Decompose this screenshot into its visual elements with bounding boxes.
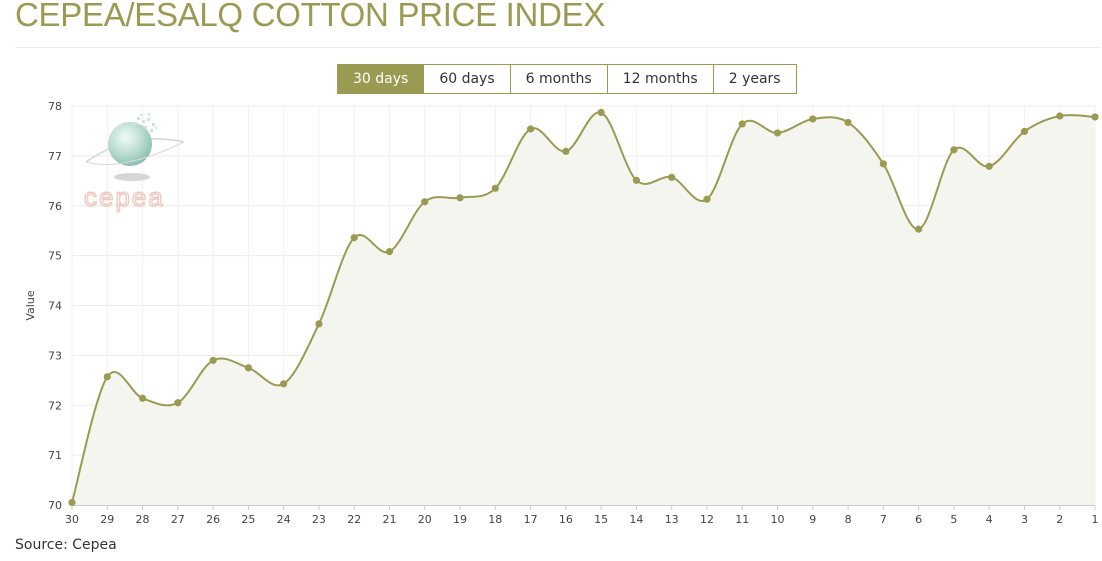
data-point: [209, 356, 217, 364]
data-point: [597, 108, 605, 117]
data-point: [421, 198, 429, 206]
x-tick-label: 25: [241, 513, 255, 526]
x-tick-label: 13: [665, 513, 679, 526]
x-tick-label: 27: [171, 513, 185, 526]
cepea-wordmark: cepea: [83, 184, 165, 213]
data-point: [773, 129, 782, 137]
data-point: [985, 162, 993, 170]
x-tick-label: 18: [488, 513, 502, 526]
x-tick-label: 1: [1092, 513, 1099, 526]
series-area: [72, 112, 1095, 505]
data-point: [703, 195, 711, 203]
data-point: [385, 248, 394, 256]
y-tick-label: 74: [48, 300, 62, 313]
data-point: [280, 380, 288, 388]
x-tick-label: 3: [1021, 513, 1028, 526]
page-title: CEPEA/ESALQ COTTON PRICE INDEX: [15, 0, 606, 33]
x-tick-label: 29: [100, 513, 114, 526]
x-tick-label: 30: [65, 513, 79, 526]
data-point: [244, 364, 252, 372]
data-point: [915, 225, 923, 233]
y-tick-label: 78: [48, 100, 62, 113]
y-tick-label: 75: [48, 250, 62, 263]
range-selector: 30 days 60 days 6 months 12 months 2 years: [337, 64, 797, 94]
range-button-6-months[interactable]: 6 months: [509, 65, 607, 93]
data-point: [1091, 113, 1099, 121]
y-tick-label: 77: [48, 150, 62, 163]
data-point: [350, 234, 358, 242]
data-point: [562, 147, 570, 155]
x-tick-label: 2: [1056, 513, 1063, 526]
x-tick-label: 16: [559, 513, 573, 526]
range-button-12-months[interactable]: 12 months: [606, 65, 713, 93]
data-point: [809, 115, 817, 123]
data-point: [738, 120, 746, 128]
data-point: [315, 320, 323, 328]
x-tick-label: 19: [453, 513, 467, 526]
y-tick-label: 71: [48, 449, 62, 462]
x-tick-label: 12: [700, 513, 714, 526]
data-point: [138, 394, 147, 402]
data-point: [456, 194, 464, 202]
data-point: [632, 176, 641, 184]
data-point: [103, 373, 111, 381]
x-tick-label: 4: [986, 513, 993, 526]
x-tick-label: 28: [136, 513, 150, 526]
data-point: [68, 498, 76, 507]
x-tick-label: 23: [312, 513, 326, 526]
range-button-2-years[interactable]: 2 years: [712, 65, 796, 93]
range-button-60-days[interactable]: 60 days: [423, 65, 510, 93]
x-tick-label: 5: [950, 513, 957, 526]
x-tick-label: 14: [629, 513, 643, 526]
cepea-logo: cepea: [82, 112, 190, 213]
data-point: [844, 118, 852, 127]
x-tick-label: 9: [809, 513, 816, 526]
x-tick-label: 24: [277, 513, 291, 526]
data-point: [174, 399, 182, 407]
y-axis-title: Value: [24, 290, 37, 320]
cepea-wordmark-text: cepea: [84, 184, 165, 212]
data-point: [879, 160, 887, 168]
data-point: [491, 184, 499, 192]
source-note: Source: Cepea: [15, 537, 117, 553]
y-tick-label: 70: [48, 499, 62, 512]
y-tick-label: 73: [48, 349, 62, 362]
data-point: [950, 146, 958, 154]
title-divider: [15, 47, 1100, 48]
x-tick-label: 17: [524, 513, 538, 526]
x-tick-label: 8: [845, 513, 852, 526]
data-point: [1056, 112, 1064, 120]
x-tick-label: 6: [915, 513, 922, 526]
x-tick-label: 22: [347, 513, 361, 526]
x-tick-label: 26: [206, 513, 220, 526]
data-point: [526, 125, 535, 133]
range-button-30-days[interactable]: 30 days: [338, 65, 424, 93]
y-tick-label: 76: [48, 200, 62, 213]
data-point: [668, 173, 676, 181]
x-tick-label: 7: [880, 513, 887, 526]
x-tick-label: 20: [418, 513, 432, 526]
y-tick-label: 72: [48, 399, 62, 412]
x-tick-label: 15: [594, 513, 608, 526]
cepea-globe-icon: [85, 113, 185, 181]
data-point: [1020, 127, 1029, 136]
x-tick-label: 21: [382, 513, 396, 526]
x-tick-label: 11: [735, 513, 749, 526]
x-tick-label: 10: [771, 513, 785, 526]
